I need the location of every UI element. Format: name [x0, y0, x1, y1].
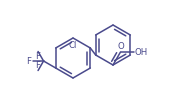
Text: O: O — [117, 42, 124, 50]
Text: F: F — [36, 61, 41, 70]
Text: Cl: Cl — [69, 41, 77, 50]
Text: F: F — [27, 57, 31, 66]
Text: F: F — [36, 52, 41, 61]
Text: OH: OH — [135, 47, 148, 57]
